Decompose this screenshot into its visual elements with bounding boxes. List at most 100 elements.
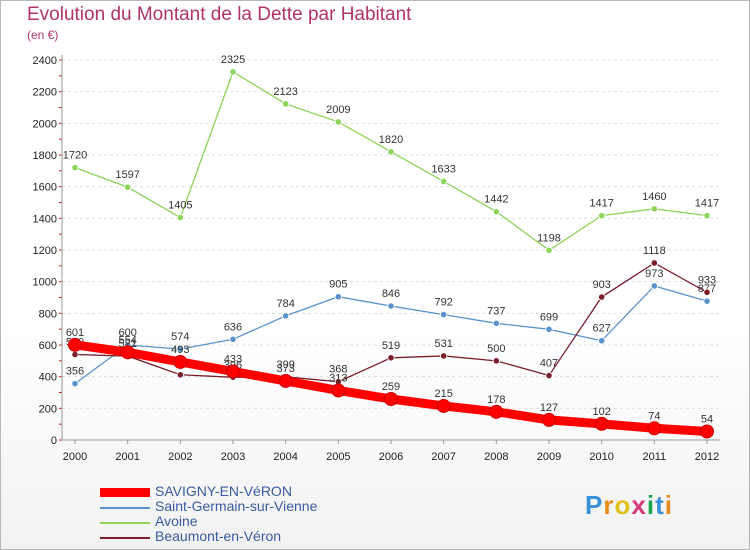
data-point <box>492 319 500 327</box>
x-tick-label: 2005 <box>326 451 350 463</box>
legend-swatch <box>100 522 150 524</box>
data-label: 1118 <box>643 245 666 257</box>
data-point <box>229 335 237 343</box>
data-label: 500 <box>487 343 505 355</box>
data-point <box>387 302 395 310</box>
data-point <box>489 404 504 419</box>
y-tick-label: 2200 <box>33 87 57 99</box>
logo-letter: P <box>585 490 604 520</box>
data-label: 1460 <box>642 191 666 203</box>
x-tick-label: 2002 <box>168 451 192 463</box>
x-tick-label: 2004 <box>273 451 297 463</box>
data-point <box>594 416 609 431</box>
data-label: 784 <box>276 298 294 310</box>
y-tick-label: 1800 <box>33 150 57 162</box>
y-tick-label: 1600 <box>33 182 57 194</box>
data-label: 792 <box>434 297 452 309</box>
data-label: 846 <box>382 288 400 300</box>
data-label: 574 <box>171 331 189 343</box>
data-label: 102 <box>592 406 610 418</box>
data-point <box>492 357 500 365</box>
proxiti-logo: Proxiti <box>585 490 673 521</box>
legend-label: Saint-Germain-sur-Vienne <box>155 498 318 514</box>
data-point <box>700 424 714 439</box>
y-tick-label: 1000 <box>33 277 57 289</box>
x-tick-label: 2001 <box>115 451 139 463</box>
logo-letter: i <box>664 490 673 520</box>
logo-letter: i <box>646 490 656 520</box>
data-label: 368 <box>329 364 347 376</box>
data-point <box>226 364 240 379</box>
legend-swatch <box>100 488 150 497</box>
chart-title: Evolution du Montant de la Dette par Hab… <box>27 4 412 25</box>
y-tick-label: 1400 <box>33 213 57 225</box>
data-label: 1720 <box>63 150 87 162</box>
data-label: 627 <box>592 323 610 335</box>
data-label: 1820 <box>379 134 403 146</box>
data-point <box>598 293 606 301</box>
data-point <box>229 68 237 76</box>
data-label: 373 <box>276 363 294 375</box>
logo-letter: o <box>614 490 632 520</box>
data-point <box>176 345 184 353</box>
data-label: 356 <box>66 366 84 378</box>
y-tick-label: 400 <box>39 372 57 384</box>
y-tick-label: 2400 <box>33 55 57 67</box>
data-point <box>598 337 606 345</box>
logo-letter: r <box>603 490 615 520</box>
data-label: 178 <box>487 394 505 406</box>
x-tick-label: 2010 <box>589 451 613 463</box>
data-point <box>440 177 448 186</box>
data-point <box>703 297 711 305</box>
data-point <box>703 288 711 296</box>
data-label: 531 <box>434 338 452 350</box>
data-label: 54 <box>701 413 713 425</box>
x-tick-label: 2007 <box>431 451 455 463</box>
data-point <box>71 164 79 172</box>
x-tick-label: 2008 <box>484 451 508 463</box>
data-point <box>384 391 398 406</box>
x-tick-label: 2012 <box>695 451 719 463</box>
data-label: 601 <box>66 327 84 339</box>
data-label: 2325 <box>221 54 245 66</box>
data-point <box>545 325 553 333</box>
legend-item: Beaumont-en-Véron <box>100 528 400 544</box>
data-label: 933 <box>698 274 716 286</box>
data-point <box>598 212 606 220</box>
x-tick-label: 2003 <box>221 451 245 463</box>
y-tick-label: 2000 <box>33 118 57 130</box>
legend-label: Avoine <box>155 513 198 529</box>
data-label: 399 <box>276 359 294 371</box>
legend-item: Saint-Germain-sur-Vienne <box>100 498 400 514</box>
legend-item: SAVIGNY-EN-VéRON <box>100 483 400 499</box>
data-label: 600 <box>118 327 136 339</box>
data-point <box>176 371 184 379</box>
data-label: 2009 <box>326 104 350 116</box>
data-point <box>542 412 556 427</box>
data-label: 519 <box>382 340 400 352</box>
data-label: 737 <box>487 305 505 317</box>
legend-label: SAVIGNY-EN-VéRON <box>155 483 292 499</box>
data-label: 903 <box>592 279 610 291</box>
data-point <box>282 100 290 108</box>
data-point <box>282 312 290 320</box>
data-label: 1597 <box>115 169 139 181</box>
x-tick-label: 2009 <box>537 451 561 463</box>
data-point <box>68 337 82 352</box>
data-label: 215 <box>434 388 452 400</box>
data-label: 699 <box>540 311 558 323</box>
data-point <box>703 212 711 220</box>
data-point <box>436 398 451 413</box>
data-label: 1417 <box>589 198 613 210</box>
y-tick-label: 1200 <box>33 245 57 257</box>
data-point <box>278 373 293 388</box>
y-tick-label: 800 <box>39 308 57 320</box>
data-point <box>331 383 346 398</box>
data-point <box>545 371 553 380</box>
data-label: 493 <box>171 344 189 356</box>
data-point <box>492 208 500 216</box>
data-point <box>173 354 188 369</box>
data-point <box>650 205 658 213</box>
data-label: 433 <box>224 353 242 365</box>
